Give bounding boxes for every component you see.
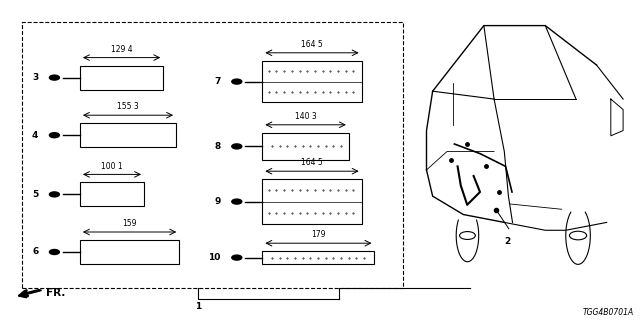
Bar <box>80 123 176 147</box>
Text: 7: 7 <box>214 77 221 86</box>
Text: 129 4: 129 4 <box>111 45 132 54</box>
Bar <box>262 251 374 264</box>
Bar <box>262 179 362 224</box>
Circle shape <box>49 133 60 138</box>
Bar <box>80 240 179 264</box>
Text: 164 5: 164 5 <box>301 40 323 49</box>
Text: 3: 3 <box>32 73 38 82</box>
Text: 1: 1 <box>195 302 202 311</box>
Circle shape <box>232 255 242 260</box>
Bar <box>262 133 349 160</box>
Circle shape <box>49 250 60 254</box>
Text: 159: 159 <box>122 219 137 228</box>
Text: 155 3: 155 3 <box>117 102 139 111</box>
Text: 9: 9 <box>214 197 221 206</box>
Text: 164 5: 164 5 <box>301 158 323 167</box>
Circle shape <box>232 144 242 149</box>
Text: 100 1: 100 1 <box>101 162 123 171</box>
Text: 2: 2 <box>504 237 511 246</box>
Bar <box>80 182 144 206</box>
Text: 140 3: 140 3 <box>295 112 316 121</box>
Text: 10: 10 <box>209 253 221 262</box>
Text: 4: 4 <box>32 131 38 140</box>
Circle shape <box>49 75 60 80</box>
Text: 8: 8 <box>214 142 221 151</box>
Bar <box>80 66 163 90</box>
Circle shape <box>49 192 60 197</box>
Text: 5: 5 <box>32 190 38 199</box>
Circle shape <box>232 79 242 84</box>
Bar <box>262 61 362 102</box>
Bar <box>22 22 403 288</box>
Circle shape <box>232 199 242 204</box>
Text: 6: 6 <box>32 247 38 257</box>
Text: FR.: FR. <box>46 288 65 299</box>
Text: TGG4B0701A: TGG4B0701A <box>582 308 634 317</box>
Text: 179: 179 <box>311 230 326 239</box>
